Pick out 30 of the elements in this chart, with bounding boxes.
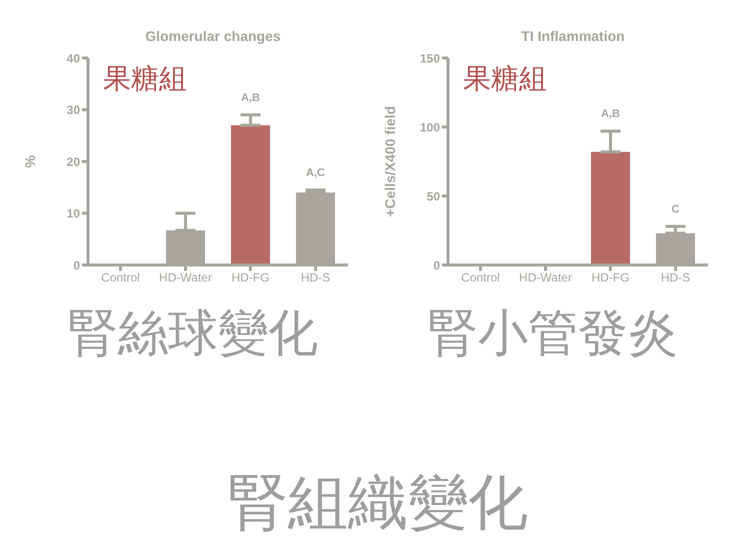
y-tick-label: 0 bbox=[73, 258, 80, 272]
y-axis-title: +Cells/X400 field bbox=[382, 106, 398, 217]
annotation: A,B bbox=[601, 108, 620, 120]
x-tick-label: HD-FG bbox=[232, 270, 270, 285]
y-tick-label: 10 bbox=[66, 206, 80, 221]
y-tick-label: 40 bbox=[66, 51, 80, 66]
x-tick-label: Control bbox=[101, 270, 140, 285]
y-tick-label: 0 bbox=[433, 258, 440, 272]
x-tick-label: HD-Water bbox=[519, 270, 572, 285]
x-tick-label: Control bbox=[461, 270, 500, 285]
annotation: C bbox=[672, 203, 680, 216]
chart-title: TI Inflammation bbox=[520, 28, 626, 46]
text: 腎小管發炎 bbox=[427, 303, 679, 364]
y-tick-label: 100 bbox=[420, 120, 440, 134]
annotation: 果糖組 bbox=[463, 61, 547, 97]
x-tick-label: HD-FG bbox=[592, 270, 630, 285]
y-tick-label: 150 bbox=[420, 51, 440, 66]
y-axis-title: % bbox=[22, 154, 38, 168]
x-tick-label: HD-Water bbox=[159, 270, 212, 285]
annotation: A,B bbox=[241, 92, 260, 104]
annotation: 果糖組 bbox=[103, 61, 187, 97]
y-tick-label: 50 bbox=[426, 189, 440, 204]
annotation: A,C bbox=[306, 166, 326, 179]
x-tick-label: HD-S bbox=[300, 270, 330, 285]
x-tick-label: HD-S bbox=[660, 270, 690, 285]
y-tick-label: 20 bbox=[66, 154, 80, 169]
text: 腎組織變化 bbox=[227, 467, 529, 540]
text: 腎絲球變化 bbox=[67, 303, 319, 364]
y-tick-label: 30 bbox=[66, 103, 80, 118]
chart-title: Glomerular changes bbox=[144, 28, 282, 46]
